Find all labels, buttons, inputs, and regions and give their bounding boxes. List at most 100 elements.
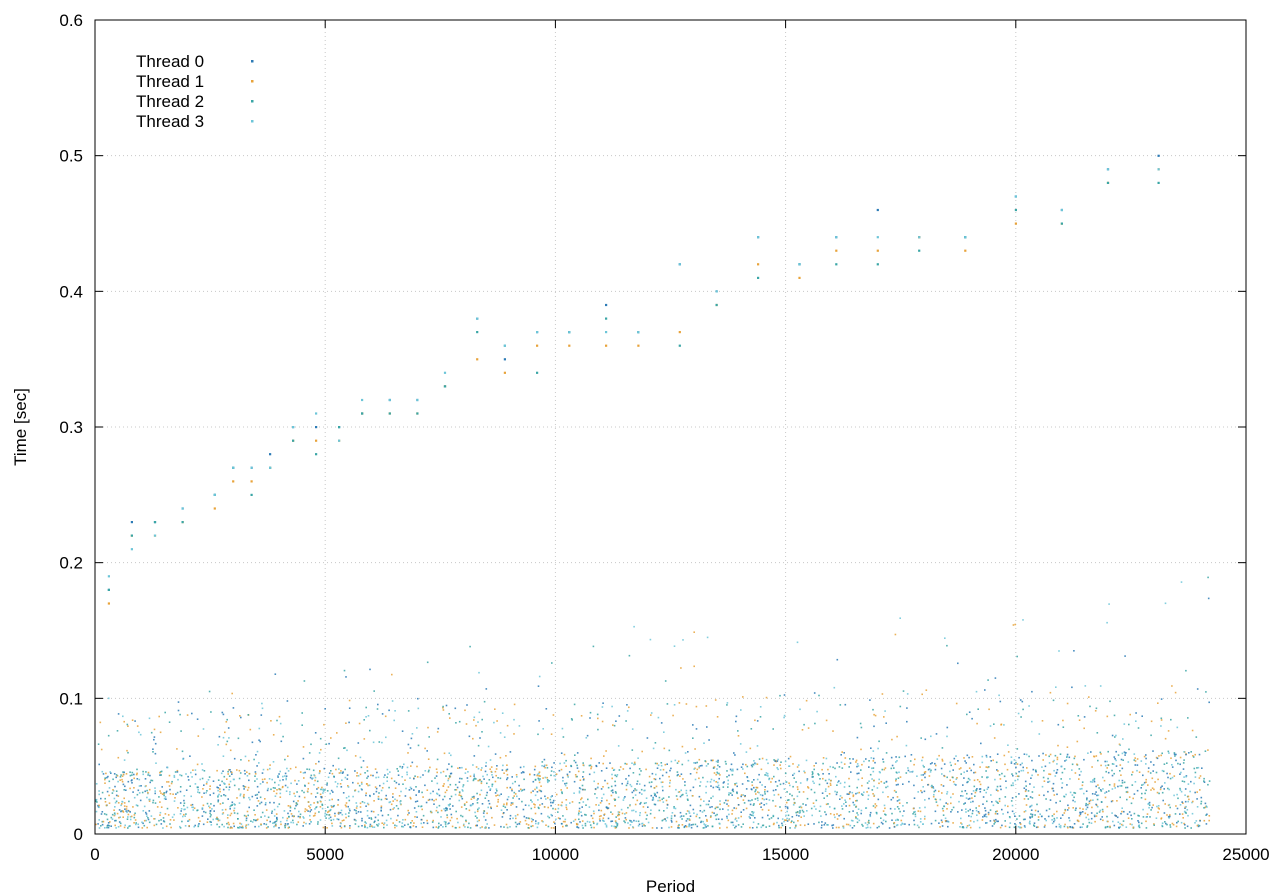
dense-point (969, 797, 971, 800)
dense-point (800, 806, 803, 809)
dense-point (411, 761, 414, 764)
dense-point (906, 802, 908, 804)
dense-point (1179, 813, 1181, 815)
dense-point (394, 826, 396, 829)
dense-point (241, 825, 244, 828)
dense-point (540, 812, 543, 815)
dense-point (196, 809, 198, 812)
dense-point (417, 744, 420, 747)
dense-point (399, 803, 402, 805)
dense-point (617, 814, 619, 817)
dense-point (448, 775, 451, 777)
dense-point (1023, 811, 1026, 813)
dense-point (1158, 792, 1160, 795)
dense-point (962, 826, 965, 829)
dense-point (993, 723, 995, 725)
dense-point (363, 719, 365, 721)
dense-point (802, 791, 805, 793)
dense-point (1163, 763, 1166, 765)
dense-point (1193, 767, 1196, 770)
dense-point (566, 773, 569, 776)
dense-point (1119, 785, 1121, 787)
dense-point (575, 822, 578, 825)
dense-point (841, 808, 844, 810)
dense-point (1145, 781, 1147, 783)
dense-point (341, 779, 343, 781)
dense-point (408, 789, 411, 791)
dense-point (473, 777, 476, 780)
dense-point (1134, 757, 1136, 759)
dense-point (562, 815, 564, 817)
dense-point (742, 763, 744, 766)
dense-point (136, 772, 138, 775)
data-point-thread-2 (338, 426, 341, 429)
dense-point (555, 793, 558, 796)
dense-point (489, 768, 491, 770)
dense-point (727, 783, 729, 785)
dense-point (712, 795, 714, 798)
dense-point (370, 818, 373, 820)
dense-point (147, 773, 150, 775)
dense-point (150, 779, 152, 782)
dense-point (857, 778, 860, 781)
dense-point (289, 805, 292, 808)
dense-point (781, 818, 784, 820)
dense-point (1054, 754, 1057, 757)
dense-point (681, 763, 684, 766)
dense-point (643, 802, 646, 805)
dense-point (270, 788, 272, 791)
dense-point (511, 802, 514, 804)
dense-point (534, 778, 537, 781)
dense-point (610, 794, 613, 797)
dense-point (129, 774, 132, 777)
dense-point (247, 823, 250, 826)
data-point-thread-3 (416, 398, 419, 402)
dense-point (970, 769, 972, 772)
dense-point (389, 771, 391, 773)
dense-point (880, 821, 883, 824)
dense-point (233, 807, 236, 810)
dense-point (543, 758, 546, 761)
dense-point (625, 818, 627, 821)
dense-point (831, 824, 833, 827)
dense-point (1184, 800, 1187, 803)
dense-point (273, 821, 275, 824)
dense-point (969, 779, 971, 781)
dense-point (116, 775, 119, 777)
dense-point (411, 820, 413, 822)
dense-point (821, 824, 823, 827)
dense-point (196, 786, 199, 789)
dense-point (875, 812, 878, 814)
dense-point (1025, 785, 1027, 787)
dense-point (1077, 715, 1080, 717)
dense-point (395, 825, 398, 827)
dense-point (918, 826, 920, 829)
dense-point (542, 777, 544, 779)
dense-point (650, 781, 653, 783)
data-point-thread-3 (835, 236, 838, 239)
dense-point (986, 766, 989, 769)
dense-point (901, 822, 903, 825)
dense-point (328, 742, 330, 745)
dense-point (209, 810, 212, 812)
dense-point (876, 787, 879, 789)
dense-point (360, 766, 363, 769)
dense-point (188, 818, 191, 821)
dense-point (246, 810, 249, 813)
data-point-thread-3 (798, 263, 801, 266)
dense-point (124, 824, 126, 827)
dense-point (401, 822, 404, 824)
dense-point (336, 818, 338, 820)
dense-point (754, 798, 757, 800)
dense-point (1199, 820, 1201, 822)
dense-point (1056, 793, 1058, 796)
dense-point (1069, 826, 1071, 828)
dense-point (786, 820, 789, 822)
dense-point (813, 765, 815, 767)
dense-point (578, 790, 581, 793)
dense-point (480, 769, 482, 771)
dense-point (324, 812, 326, 815)
dense-point (1143, 755, 1146, 758)
dense-point (799, 782, 802, 784)
dense-point (442, 798, 444, 801)
